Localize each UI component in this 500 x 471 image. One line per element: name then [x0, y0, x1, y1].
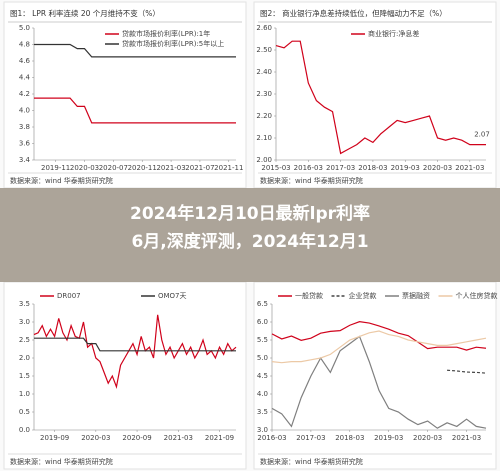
y-tick-label: 3.5	[257, 408, 268, 416]
source-note: 数据来源：wind 华泰期货研究院	[260, 176, 363, 185]
x-tick-label: 2020-03	[423, 164, 452, 172]
y-tick-label: 6.0	[257, 318, 268, 326]
panel	[253, 1, 497, 189]
y-tick-label: 4.4	[19, 74, 31, 82]
overlay-title: 2024年12月10日最新lpr利率	[130, 203, 370, 224]
data-line	[34, 97, 236, 124]
y-tick-label: 2.10	[256, 134, 272, 142]
y-tick-label: 3.5	[19, 300, 30, 308]
legend-label: 票据融资	[402, 291, 430, 300]
x-tick-label: 2020-03	[413, 434, 442, 442]
x-tick-label: 2020-03	[81, 434, 110, 442]
legend-label: 商业银行:净息差	[368, 29, 419, 38]
y-tick-label: 2.5	[19, 336, 30, 344]
legend-label: 个人住房贷款	[456, 291, 498, 300]
y-tick-label: 4.0	[19, 107, 30, 115]
y-tick-label: 2.00	[256, 156, 272, 164]
legend-label: 贷款市场报价利率(LPR):5年以上	[122, 39, 224, 48]
y-tick-label: 2.30	[256, 90, 272, 98]
x-tick-label: 2021-11	[214, 164, 243, 172]
overlay-title: 6月,深度评测，2024年12月1	[131, 231, 368, 252]
source-note: 数据来源：wind 华泰期货研究院	[260, 457, 363, 466]
x-tick-label: 2021-09	[205, 434, 234, 442]
y-tick-label: 3.6	[19, 140, 31, 148]
y-tick-label: 2.40	[256, 68, 272, 76]
panel	[3, 1, 247, 189]
x-tick-label: 2015-03	[261, 164, 290, 172]
legend-label: 企业贷款	[349, 291, 377, 300]
data-line	[271, 321, 487, 351]
legend-label: DR007	[57, 292, 81, 300]
y-tick-label: 4.5	[257, 372, 268, 380]
y-tick-label: 0.0	[19, 426, 30, 434]
y-tick-label: 4.0	[257, 390, 268, 398]
panel	[253, 281, 497, 470]
y-tick-label: 1.5	[19, 372, 30, 380]
x-tick-label: 2018-03	[358, 164, 387, 172]
x-tick-label: 2016-03	[294, 164, 323, 172]
legend-label: OMO7天	[158, 292, 187, 300]
x-tick-label: 2017-03	[296, 434, 325, 442]
data-line	[447, 369, 487, 374]
x-tick-label: 2019-03	[391, 164, 420, 172]
x-tick-label: 2016-03	[257, 434, 286, 442]
y-tick-label: 0.5	[19, 408, 30, 416]
y-tick-label: 1.0	[19, 390, 30, 398]
legend-label: 贷款市场报价利率(LPR):1年	[122, 29, 210, 38]
x-tick-label: 2019-11	[41, 164, 70, 172]
x-tick-label: 2020-03	[70, 164, 99, 172]
legend-label: 一般贷款	[295, 291, 323, 300]
y-tick-label: 5.5	[257, 336, 268, 344]
y-tick-label: 3.0	[257, 426, 268, 434]
data-line	[271, 330, 487, 364]
x-tick-label: 2020-11	[128, 164, 157, 172]
y-tick-label: 4.2	[19, 90, 30, 98]
y-tick-label: 2.20	[256, 112, 272, 120]
data-line	[34, 337, 236, 352]
x-tick-label: 2021-07	[185, 164, 214, 172]
y-tick-label: 2.50	[256, 46, 272, 54]
x-tick-label: 2020-07	[99, 164, 128, 172]
data-line	[271, 335, 487, 429]
y-tick-label: 3.0	[19, 318, 30, 326]
y-tick-label: 6.5	[257, 300, 268, 308]
x-tick-label: 2020-09	[122, 434, 151, 442]
chart-title: 图2： 商业银行净息差持续低位，但降幅动力不足（%）	[260, 8, 447, 18]
data-line	[275, 40, 486, 155]
x-tick-label: 2021-03	[455, 164, 484, 172]
x-tick-label: 2021-03	[156, 164, 185, 172]
y-tick-label: 4.6	[19, 57, 31, 65]
y-tick-label: 5.0	[257, 354, 268, 362]
x-tick-label: 2017-03	[326, 164, 355, 172]
y-tick-label: 2.0	[19, 354, 30, 362]
y-tick-label: 4.8	[19, 41, 30, 49]
annotation: 2.07	[474, 131, 490, 139]
x-tick-label: 2019-03	[374, 434, 403, 442]
source-note: 数据来源：wind 华泰期货研究院	[10, 176, 113, 185]
y-tick-label: 2.60	[256, 24, 272, 32]
y-tick-label: 3.8	[19, 123, 30, 131]
y-tick-label: 3.4	[19, 156, 31, 164]
panel	[3, 281, 247, 470]
x-tick-label: 2021-03	[164, 434, 193, 442]
x-tick-label: 2019-09	[40, 434, 69, 442]
source-note: 数据来源：wind 华泰期货研究院	[10, 457, 113, 466]
x-tick-label: 2021-03	[452, 434, 481, 442]
data-line	[34, 43, 236, 58]
overlay-band	[0, 188, 500, 282]
chart-title: 图1： LPR 利率连续 20 个月维持不变（%）	[10, 8, 160, 18]
y-tick-label: 5.0	[19, 24, 30, 32]
x-tick-label: 2018-03	[335, 434, 364, 442]
